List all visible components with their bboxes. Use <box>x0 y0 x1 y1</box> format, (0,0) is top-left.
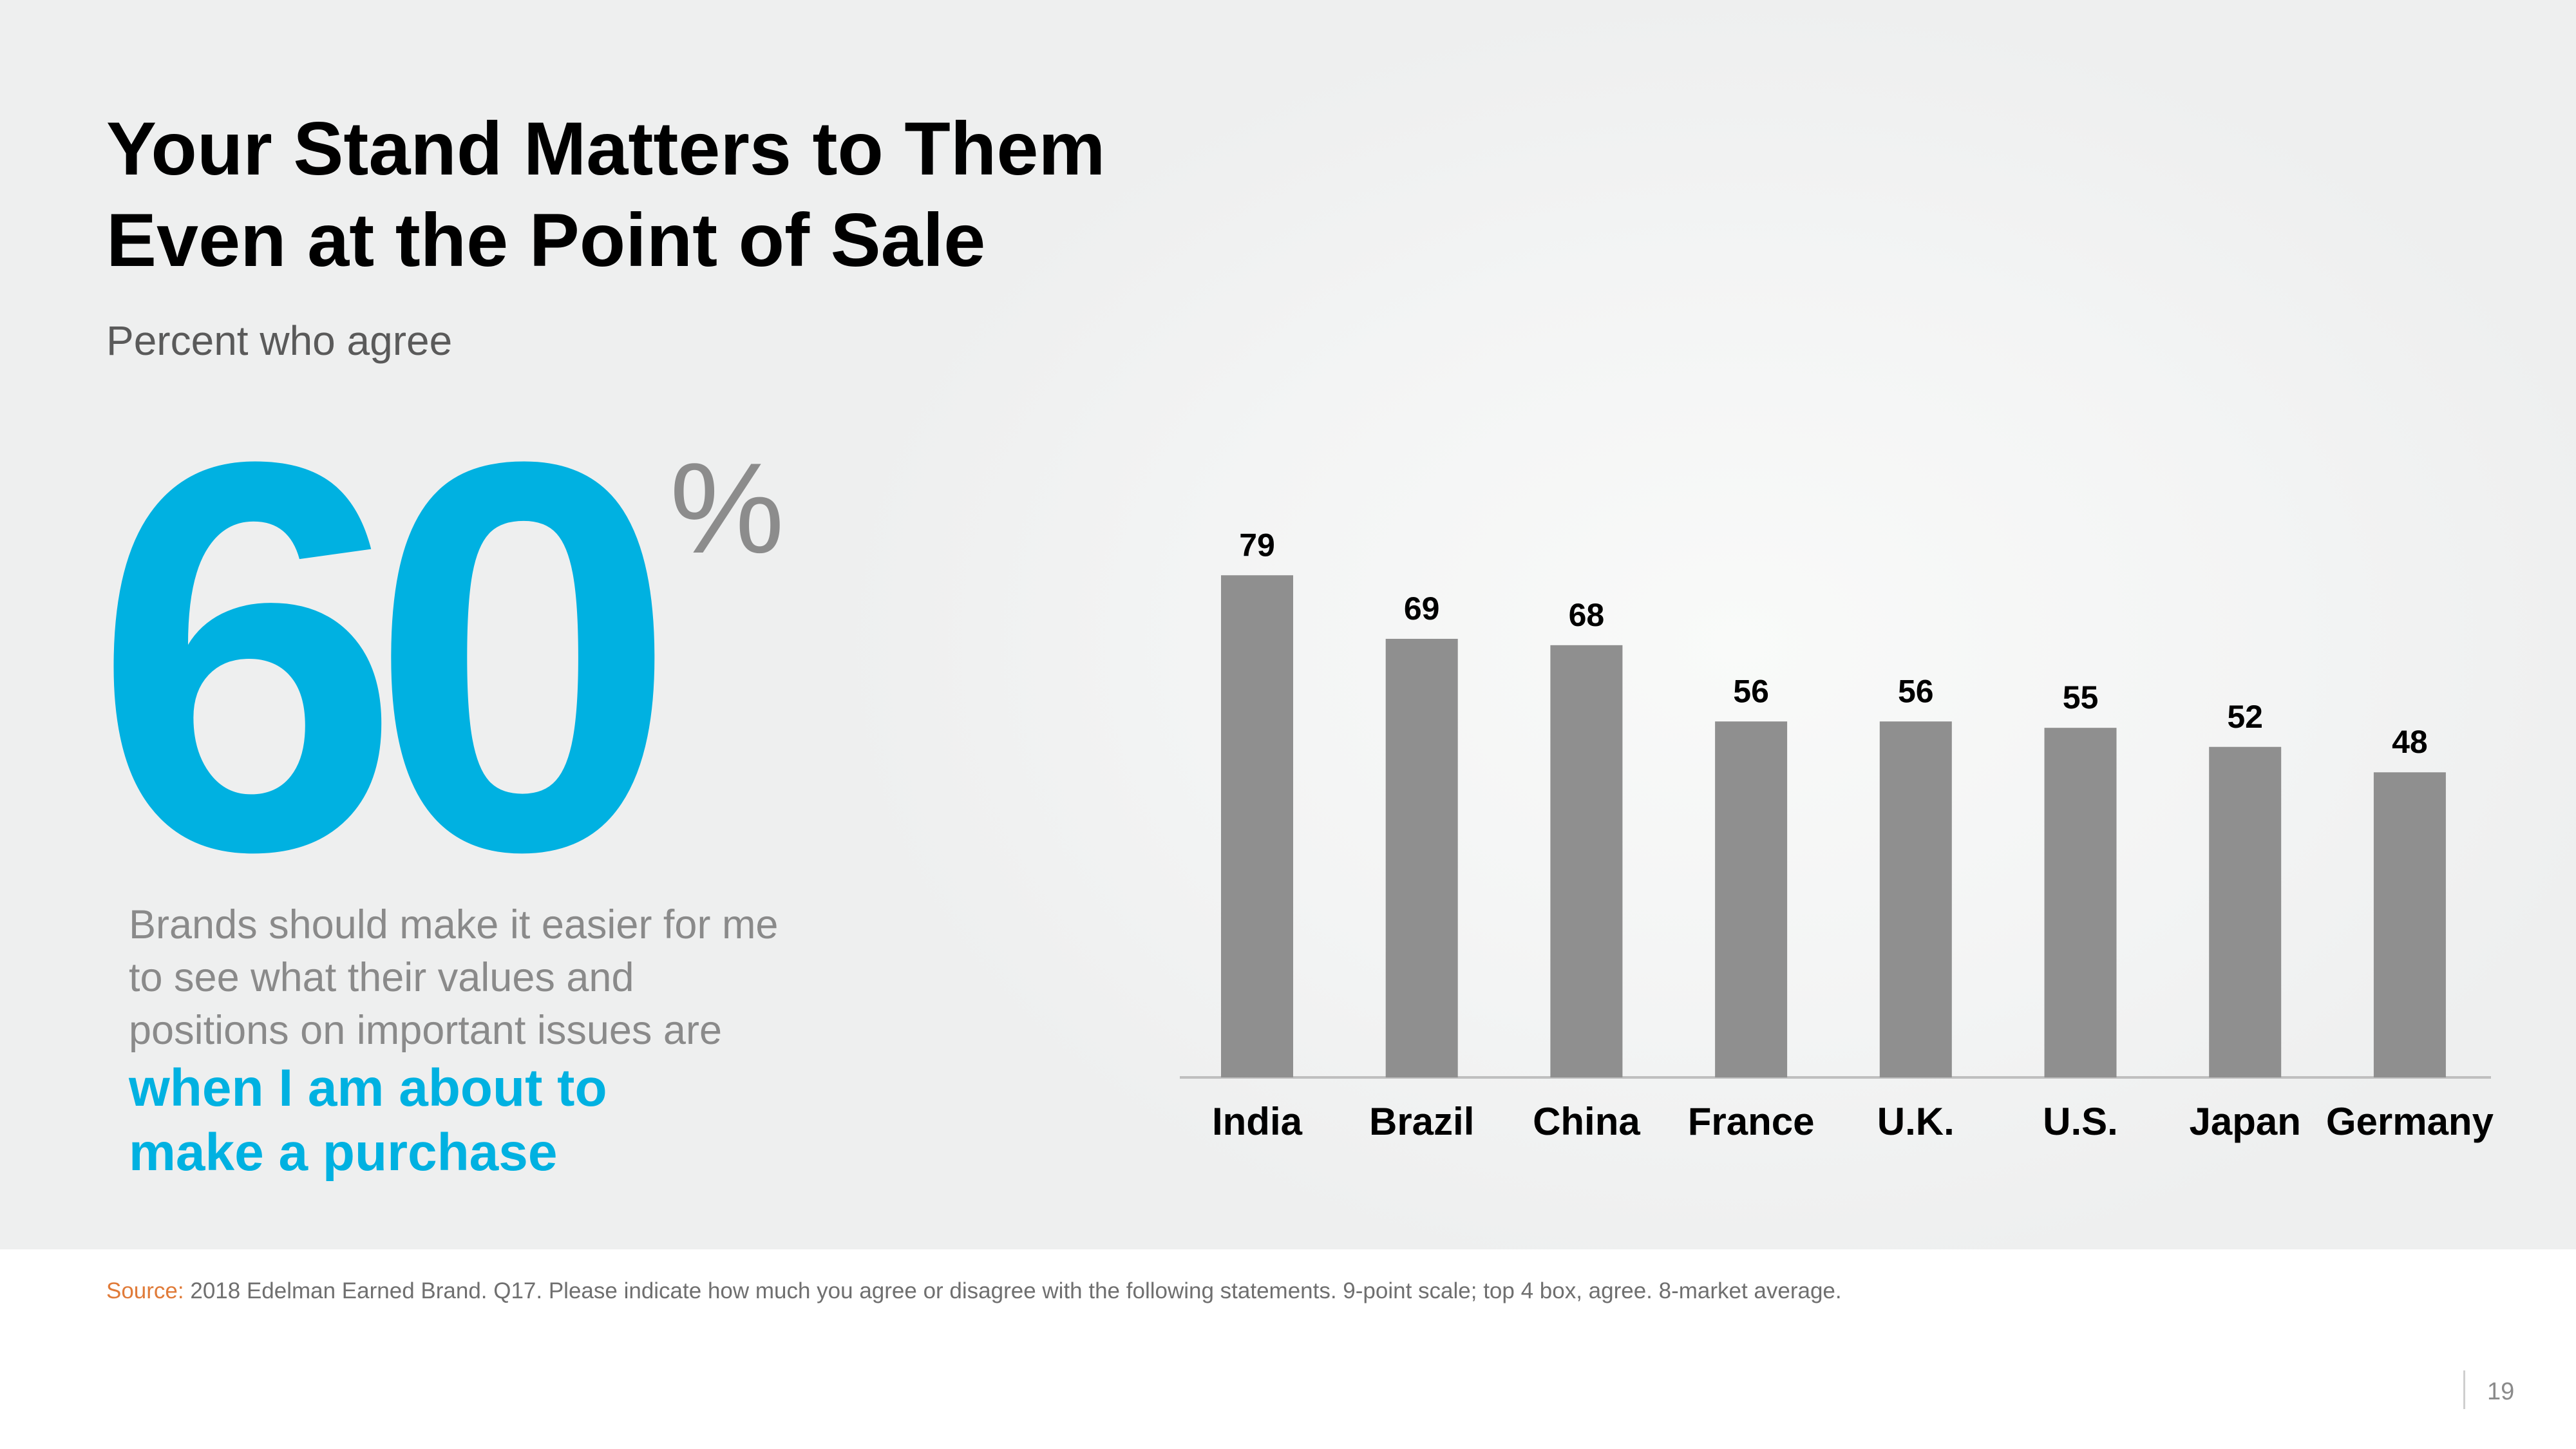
source-label: Source: <box>106 1278 184 1303</box>
bar-china <box>1550 645 1623 1077</box>
headline-statistic: 60 <box>93 347 677 966</box>
statement-highlight: when I am about to make a purchase <box>129 1056 773 1185</box>
category-label: Japan <box>2189 1100 2300 1143</box>
bar-us <box>2044 728 2117 1077</box>
data-label: 56 <box>1898 673 1934 709</box>
highlight-line-1: when I am about to <box>129 1059 607 1117</box>
source-text: 2018 Edelman Earned Brand. Q17. Please i… <box>190 1278 1842 1303</box>
category-label: China <box>1533 1100 1640 1143</box>
bar-uk <box>1879 721 1952 1077</box>
page-title-line-1: Your Stand Matters to Them <box>106 106 1106 191</box>
page-number: 19 <box>2487 1378 2515 1405</box>
statement-text: Brands should make it easier for me to s… <box>129 902 779 1053</box>
category-label: U.S. <box>2043 1100 2118 1143</box>
bar-japan <box>2209 746 2282 1077</box>
percent-symbol: % <box>670 437 784 580</box>
bar-brazil <box>1385 638 1458 1077</box>
data-label: 52 <box>2227 699 2263 735</box>
data-label: 79 <box>1239 527 1275 563</box>
bar-germany <box>2373 772 2446 1077</box>
category-label: India <box>1212 1100 1303 1143</box>
category-label: U.K. <box>1877 1100 1955 1143</box>
data-label: 48 <box>2392 724 2428 760</box>
bar-india <box>1221 575 1293 1077</box>
data-label: 56 <box>1733 673 1769 709</box>
highlight-line-2: make a purchase <box>129 1123 558 1182</box>
page-number-divider <box>2463 1370 2465 1409</box>
source-note: Source: 2018 Edelman Earned Brand. Q17. … <box>106 1278 1842 1304</box>
category-label: France <box>1688 1100 1815 1143</box>
country-bar-chart: 79 India 69 Brazil 68 China 56 France 56 U.K. 55 U.… <box>1180 527 2494 1143</box>
bar-france <box>1715 721 1788 1077</box>
data-label: 69 <box>1404 591 1440 627</box>
data-label: 68 <box>1569 597 1605 633</box>
page-title-line-2: Even at the Point of Sale <box>106 198 986 282</box>
category-label: Germany <box>2326 1100 2494 1143</box>
category-label: Brazil <box>1369 1100 1474 1143</box>
data-label: 55 <box>2063 679 2099 715</box>
page-title: Your Stand Matters to Them Even at the P… <box>106 103 1105 286</box>
page-subtitle: Percent who agree <box>106 317 453 364</box>
